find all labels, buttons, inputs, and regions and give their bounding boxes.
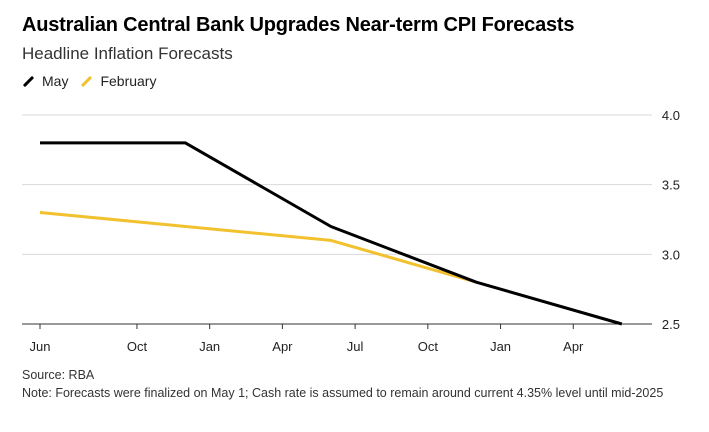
x-tick-label: Jun xyxy=(30,339,51,354)
x-tick-label: Apr xyxy=(272,339,293,354)
chart-title: Australian Central Bank Upgrades Near-te… xyxy=(22,14,575,36)
legend: May February xyxy=(22,73,168,89)
legend-label-february: February xyxy=(100,73,157,89)
y-tick-label: 3.0 xyxy=(662,247,680,262)
x-tick-label: Jul xyxy=(347,339,364,354)
x-tick-label: Apr xyxy=(563,339,584,354)
series-line-february xyxy=(39,211,477,284)
y-axis-labels: 2.5 3.0 3.5 4.0 xyxy=(662,108,680,332)
series-line-may xyxy=(40,141,623,326)
x-tick-label: Jan xyxy=(199,339,220,354)
x-axis-labels: Jun Oct Jan Apr Jul Oct Jan Apr xyxy=(30,324,584,354)
series-lines xyxy=(39,141,623,326)
y-tick-label: 2.5 xyxy=(662,317,680,332)
legend-item-february: February xyxy=(80,73,156,89)
legend-label-may: May xyxy=(42,73,69,89)
footnote: Note: Forecasts were finalized on May 1;… xyxy=(22,386,664,400)
gridlines xyxy=(22,114,652,255)
source-note: Source: RBA xyxy=(22,368,95,382)
y-tick-label: 3.5 xyxy=(662,178,680,193)
x-tick-label: Jan xyxy=(490,339,511,354)
x-tick-label: Oct xyxy=(418,339,439,354)
legend-item-may: May xyxy=(22,73,68,89)
x-tick-label: Oct xyxy=(127,339,148,354)
chart-subtitle: Headline Inflation Forecasts xyxy=(22,44,233,63)
y-tick-label: 4.0 xyxy=(662,108,680,123)
